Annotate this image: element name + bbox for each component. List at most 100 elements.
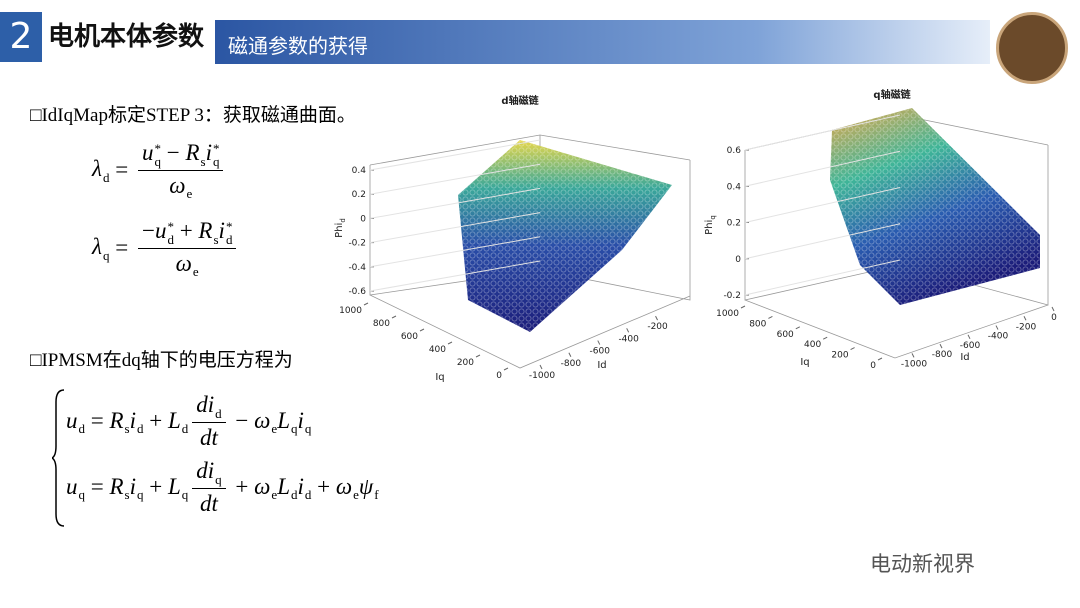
x-tick-label: -600 [590, 347, 611, 357]
math-symbol: ω [169, 172, 186, 198]
y-tick-label: 800 [749, 319, 766, 329]
math-token: R s [185, 140, 206, 168]
math-symbol: ω [175, 250, 192, 276]
math-symbol: u [141, 140, 154, 165]
script: q [137, 475, 144, 501]
math-token: = [85, 408, 109, 434]
math-symbol: = [109, 157, 134, 183]
superscript: * [225, 218, 233, 234]
math-symbol: ψ [358, 473, 374, 499]
grid-line [369, 260, 541, 292]
header-title: 电机本体参数 [48, 22, 205, 52]
math-token: dt [200, 491, 218, 516]
z-tick-label: -0.2 [723, 291, 741, 301]
math-symbol: ω [254, 407, 271, 433]
math-symbol: + [143, 408, 168, 434]
math-symbol: + [229, 474, 255, 500]
tick-mark [850, 347, 855, 351]
tick-mark [655, 315, 659, 321]
subscript: f [374, 487, 379, 503]
y-tick-label: 800 [373, 319, 390, 329]
subscript: s [124, 421, 130, 437]
axis-label: Phiq [704, 215, 717, 235]
z-tick-label: 0 [360, 214, 366, 224]
grid-line [744, 187, 901, 223]
subscript: q [154, 153, 161, 169]
subscript: q [290, 421, 298, 437]
y-tick-label: 600 [777, 330, 794, 340]
x-tick-label: -600 [960, 341, 981, 351]
x-tick-label: -800 [561, 359, 582, 369]
math-symbol: − [141, 218, 155, 243]
math-symbol: i [129, 473, 136, 499]
script: e [271, 409, 277, 435]
math-symbol: u [154, 218, 167, 243]
tick-mark [447, 341, 453, 345]
grid-line [369, 187, 541, 219]
y-tick-label: 200 [831, 351, 848, 361]
script: e [186, 174, 192, 200]
subscript: s [200, 153, 206, 169]
script: d [103, 158, 110, 184]
script: * d [167, 220, 174, 246]
section-number: 2 [0, 12, 42, 62]
math-token: i q [130, 474, 144, 502]
x-tick-label: -1000 [901, 359, 927, 369]
math-symbol: L [277, 473, 290, 499]
x-tick-label: -800 [932, 350, 953, 360]
grid-line [369, 139, 541, 171]
y-tick-label: 0 [496, 371, 502, 381]
script: d [291, 475, 298, 501]
script: * d [226, 220, 233, 246]
script: f [374, 475, 378, 501]
math-symbol: λ [92, 234, 102, 260]
script: q [291, 409, 298, 435]
math-token: − [161, 140, 185, 165]
subscript: d [137, 421, 144, 437]
script: d [79, 409, 86, 435]
brace [52, 389, 65, 527]
tick-mark [995, 325, 999, 330]
superscript: * [212, 140, 220, 156]
tick-mark [768, 315, 773, 319]
subscript: q [137, 487, 144, 503]
math-token: + [144, 474, 168, 500]
x-tick-label: -200 [647, 322, 668, 332]
numerator: di d [192, 392, 226, 423]
script: q [215, 460, 222, 486]
y-tick-label: 1000 [339, 306, 362, 316]
grid-line [744, 259, 901, 296]
script: d [182, 409, 189, 435]
tick-mark [822, 336, 828, 340]
denominator: dt [200, 423, 218, 451]
surface-texture [830, 108, 1040, 305]
subscript: q [102, 248, 110, 264]
math-symbol: di [196, 392, 215, 417]
math-symbol: i [205, 140, 212, 165]
script: s [213, 220, 218, 246]
z-tick-label: 0.2 [352, 190, 366, 200]
watermark: 电动新视界 [870, 552, 975, 576]
x-tick-label: -400 [988, 332, 1009, 342]
tick-mark [1023, 316, 1027, 321]
axis-label-main: Phi [704, 220, 715, 235]
math-token: L q [277, 408, 297, 436]
math-token: = [109, 157, 133, 183]
x-tick-label: 0 [1051, 313, 1057, 323]
script: q [305, 409, 312, 435]
math-token: ω e [336, 474, 359, 502]
subscript: d [304, 487, 312, 503]
math-symbol: − [160, 140, 186, 165]
script: q [103, 236, 110, 262]
grid-line [744, 223, 901, 260]
equation: λ q = −u * d + R s i * d ω e [92, 218, 240, 278]
math-symbol: R [185, 140, 200, 165]
math-symbol: L [277, 407, 290, 433]
script: s [201, 142, 206, 168]
math-token: − [230, 408, 254, 434]
script: e [353, 475, 359, 501]
math-token: di q [196, 458, 222, 486]
math-token: ω e [254, 474, 277, 502]
